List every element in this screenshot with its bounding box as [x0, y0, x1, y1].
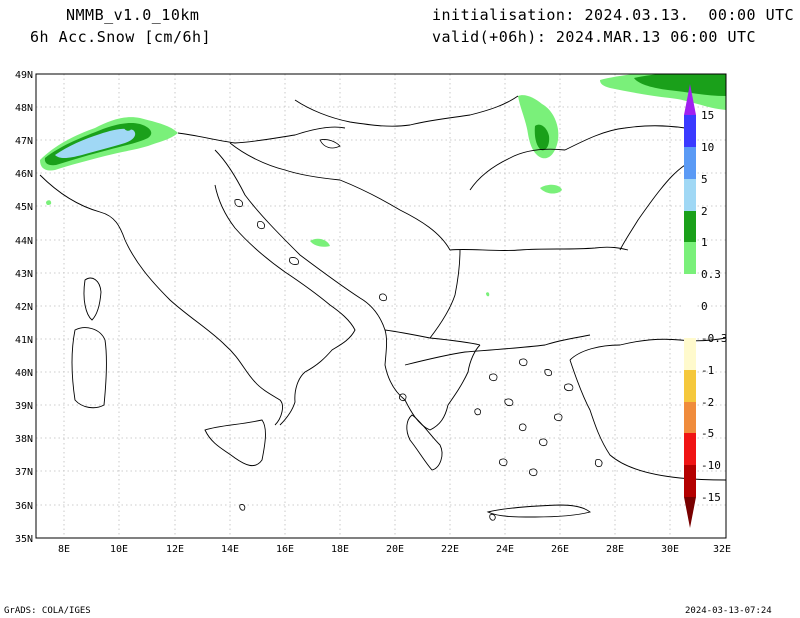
lon-axis: 8E 10E 12E 14E 16E 18E 20E 22E 24E 26E 2…	[58, 544, 731, 555]
colorbar-label: -0.3	[701, 332, 728, 345]
colorbar-label: -15	[701, 491, 721, 504]
colorbar: 15 10 5 2 1 0.3 0 -0.3 -1 -2 -5 -10 -15	[684, 84, 728, 528]
field-title: 6h Acc.Snow [cm/6h]	[30, 28, 212, 46]
colorbar-label: 1	[701, 236, 708, 249]
islands	[234, 139, 603, 521]
footer-credit: GrADS: COLA/IGES	[4, 606, 91, 616]
lon-label: 24E	[496, 544, 514, 555]
colorbar-swatch-neg1-2	[684, 370, 696, 402]
lat-label: 43N	[15, 269, 33, 280]
lat-label: 42N	[15, 302, 33, 313]
lat-label: 39N	[15, 401, 33, 412]
lon-label: 12E	[166, 544, 184, 555]
colorbar-label: -2	[701, 396, 714, 409]
lat-label: 40N	[15, 368, 33, 379]
colorbar-label: 0	[701, 300, 708, 313]
coastlines	[39, 95, 726, 518]
lat-label: 46N	[15, 169, 33, 180]
colorbar-swatch-neg5-10	[684, 433, 696, 465]
colorbar-swatch-zero	[684, 274, 696, 338]
colorbar-swatch-neg10-15	[684, 465, 696, 497]
colorbar-swatch-2-5	[684, 179, 696, 211]
colorbar-label: -1	[701, 364, 714, 377]
lon-label: 26E	[551, 544, 569, 555]
colorbar-swatch-03-1	[684, 242, 696, 274]
colorbar-label: 10	[701, 141, 714, 154]
lat-label: 44N	[15, 236, 33, 247]
colorbar-label: -10	[701, 459, 721, 472]
lon-label: 32E	[713, 544, 731, 555]
lon-label: 30E	[661, 544, 679, 555]
map-area	[36, 74, 726, 538]
colorbar-swatch-neg2-5	[684, 402, 696, 433]
lon-label: 10E	[110, 544, 128, 555]
lon-label: 8E	[58, 544, 70, 555]
map-frame	[35, 73, 727, 539]
lat-label: 48N	[15, 103, 33, 114]
lat-axis: 49N 48N 47N 46N 45N 44N 43N 42N 41N 40N …	[15, 70, 33, 545]
lon-label: 14E	[221, 544, 239, 555]
lat-label: 36N	[15, 501, 33, 512]
lat-label: 45N	[15, 202, 33, 213]
colorbar-swatch-5-10	[684, 147, 696, 179]
colorbar-labels: 15 10 5 2 1 0.3 0 -0.3 -1 -2 -5 -10 -15	[701, 109, 728, 504]
snow-shading	[40, 74, 726, 297]
lon-label: 28E	[606, 544, 624, 555]
model-title: NMMB_v1.0_10km	[66, 6, 200, 24]
colorbar-bottom-arrow	[684, 497, 696, 528]
colorbar-top-arrow	[684, 84, 696, 115]
lon-label: 18E	[331, 544, 349, 555]
colorbar-label: -5	[701, 427, 714, 440]
colorbar-label: 2	[701, 205, 708, 218]
colorbar-label: 15	[701, 109, 714, 122]
lat-label: 38N	[15, 434, 33, 445]
lat-label: 47N	[15, 136, 33, 147]
lat-label: 37N	[15, 467, 33, 478]
colorbar-swatch-neg03-1	[684, 338, 696, 370]
lat-label: 35N	[15, 534, 33, 545]
lon-label: 16E	[276, 544, 294, 555]
colorbar-label: 0.3	[701, 268, 721, 281]
lon-label: 22E	[441, 544, 459, 555]
footer-timestamp: 2024-03-13-07:24	[685, 606, 772, 616]
colorbar-swatch-1-2	[684, 211, 696, 242]
valid-time: valid(+06h): 2024.MAR.13 06:00 UTC	[432, 28, 757, 46]
lon-label: 20E	[386, 544, 404, 555]
colorbar-label: 5	[701, 173, 708, 186]
init-time: initialisation: 2024.03.13. 00:00 UTC	[432, 6, 795, 24]
lat-label: 49N	[15, 70, 33, 81]
colorbar-swatch-10-15	[684, 115, 696, 147]
lat-label: 41N	[15, 335, 33, 346]
